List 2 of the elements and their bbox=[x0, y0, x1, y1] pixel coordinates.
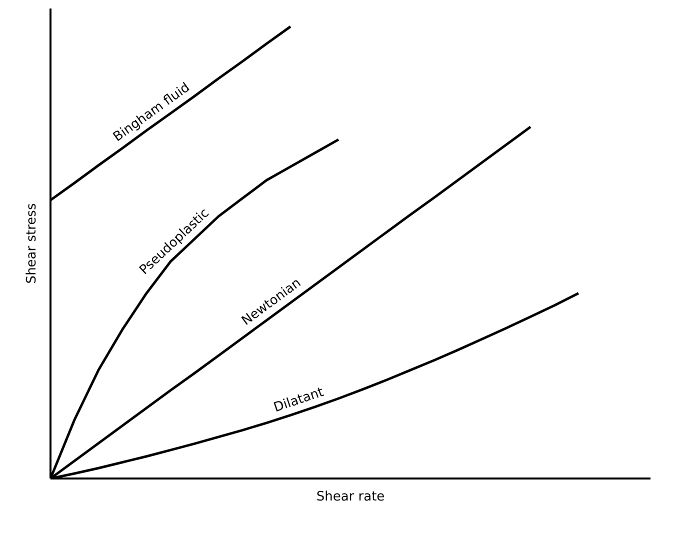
y-axis-title: Shear stress bbox=[24, 203, 40, 284]
x-axis-title: Shear rate bbox=[316, 490, 385, 504]
